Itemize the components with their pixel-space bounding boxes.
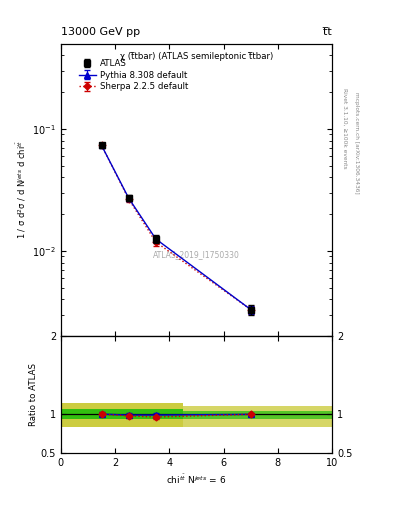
Text: Rivet 3.1.10, ≥100k events: Rivet 3.1.10, ≥100k events xyxy=(343,88,348,168)
Text: 13000 GeV pp: 13000 GeV pp xyxy=(61,27,140,37)
X-axis label: chi$^{t\bar{t}}$ N$^{jets}$ = 6: chi$^{t\bar{t}}$ N$^{jets}$ = 6 xyxy=(167,472,226,486)
Text: χ (t̅tbar) (ATLAS semileptonic t̅tbar): χ (t̅tbar) (ATLAS semileptonic t̅tbar) xyxy=(120,52,273,61)
Legend: ATLAS, Pythia 8.308 default, Sherpa 2.2.5 default: ATLAS, Pythia 8.308 default, Sherpa 2.2.… xyxy=(76,57,191,94)
Text: ATLAS_2019_I1750330: ATLAS_2019_I1750330 xyxy=(153,250,240,259)
Y-axis label: Ratio to ATLAS: Ratio to ATLAS xyxy=(29,363,38,426)
Y-axis label: 1 / σ d$^{2}$σ / d N$^{jets}$ d chi$^{t\bar{t}}$: 1 / σ d$^{2}$σ / d N$^{jets}$ d chi$^{t\… xyxy=(15,140,28,240)
Text: t̅t: t̅t xyxy=(323,27,332,37)
Text: mcplots.cern.ch [arXiv:1306.3436]: mcplots.cern.ch [arXiv:1306.3436] xyxy=(354,93,359,194)
